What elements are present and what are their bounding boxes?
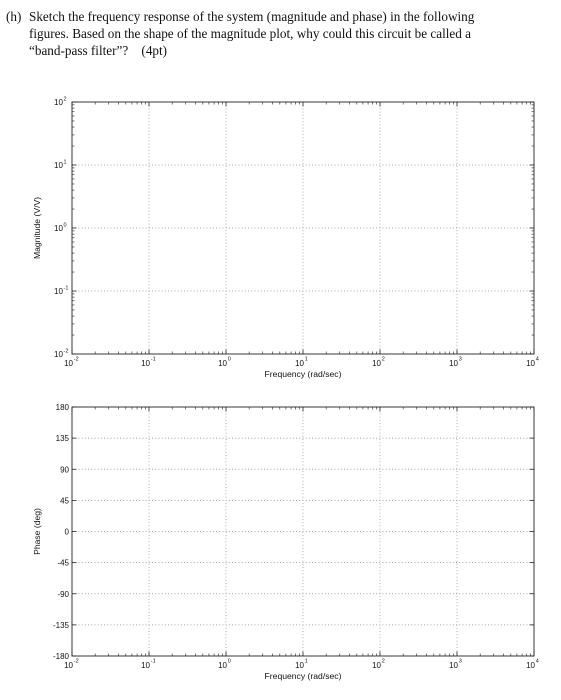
x-tick-label-exponent: -2 xyxy=(74,357,79,363)
x-tick-label-exponent: 3 xyxy=(459,659,462,665)
question-line-3-wrap: “band-pass filter”? (4pt) xyxy=(6,42,550,59)
x-tick-label-base: 10 xyxy=(526,359,535,368)
x-tick-label-exponent: 1 xyxy=(305,659,308,665)
y-tick-label-base: 10 xyxy=(54,287,63,296)
y-tick-label: 135 xyxy=(56,434,70,443)
question-label: (h) xyxy=(6,9,22,24)
y-tick-label-base: 10 xyxy=(54,350,63,359)
y-tick-label: 180 xyxy=(56,403,70,412)
question-line-3: “band-pass filter”? xyxy=(29,43,129,58)
x-tick-label-exponent: 2 xyxy=(382,659,385,665)
y-tick-label: -45 xyxy=(57,559,69,568)
x-tick-label-exponent: 2 xyxy=(382,357,385,363)
y-tick-label-base: 10 xyxy=(54,224,63,233)
x-tick-label-exponent: 0 xyxy=(228,659,231,665)
plot-frame xyxy=(71,101,535,355)
x-tick-label-base: 10 xyxy=(141,661,150,670)
question-points: (4pt) xyxy=(141,43,168,58)
y-tick-label-exponent: 0 xyxy=(64,223,67,229)
x-tick-label-exponent: 4 xyxy=(536,659,539,665)
y-tick-label: -180 xyxy=(53,652,70,661)
y-tick-label-base: 10 xyxy=(54,98,63,107)
plot-frame xyxy=(71,406,535,657)
x-tick-label-base: 10 xyxy=(526,661,535,670)
magnitude-plot: 10 210 110 010 -110 -210 -2 10 -1 10 0 10 1 10 2 10 3 10 4… xyxy=(32,97,539,380)
question-text: (h) Sketch the frequency response of the … xyxy=(6,8,550,59)
x-axis-label: Frequency (rad/sec) xyxy=(265,369,342,379)
x-tick-label-exponent: -2 xyxy=(74,659,79,665)
y-tick-label-exponent: 1 xyxy=(64,160,67,166)
y-tick-label: -90 xyxy=(57,590,69,599)
y-tick-label-exponent: -2 xyxy=(64,349,69,355)
x-tick-label-base: 10 xyxy=(218,359,227,368)
x-tick-label-base: 10 xyxy=(64,661,73,670)
x-tick-label-base: 10 xyxy=(218,661,227,670)
x-tick-label-base: 10 xyxy=(141,359,150,368)
x-tick-label-base: 10 xyxy=(372,661,381,670)
y-axis-label: Phase (deg) xyxy=(32,508,42,555)
y-tick-label-exponent: -1 xyxy=(64,286,69,292)
x-tick-label-exponent: -1 xyxy=(151,357,156,363)
x-tick-label-exponent: 4 xyxy=(536,357,539,363)
x-tick-label-base: 10 xyxy=(64,359,73,368)
x-tick-label-base: 10 xyxy=(295,359,304,368)
y-tick-label: 45 xyxy=(60,496,69,505)
x-axis-label: Frequency (rad/sec) xyxy=(265,671,342,681)
x-tick-label-base: 10 xyxy=(449,359,458,368)
x-tick-label-exponent: -1 xyxy=(151,659,156,665)
y-tick-label-base: 10 xyxy=(54,161,63,170)
y-axis-label: Magnitude (V/V) xyxy=(32,197,42,259)
x-tick-label-base: 10 xyxy=(449,661,458,670)
question-line-2: figures. Based on the shape of the magni… xyxy=(29,26,472,41)
y-tick-label: 0 xyxy=(65,528,70,537)
x-tick-label-exponent: 1 xyxy=(305,357,308,363)
question-line-1: Sketch the frequency response of the sys… xyxy=(29,9,475,24)
x-tick-label-exponent: 3 xyxy=(459,357,462,363)
y-tick-label: -135 xyxy=(53,621,70,630)
y-tick-label-exponent: 2 xyxy=(64,97,67,103)
x-tick-label-base: 10 xyxy=(372,359,381,368)
x-tick-label-exponent: 0 xyxy=(228,357,231,363)
y-tick-label: 90 xyxy=(60,465,69,474)
x-tick-label-base: 10 xyxy=(295,661,304,670)
